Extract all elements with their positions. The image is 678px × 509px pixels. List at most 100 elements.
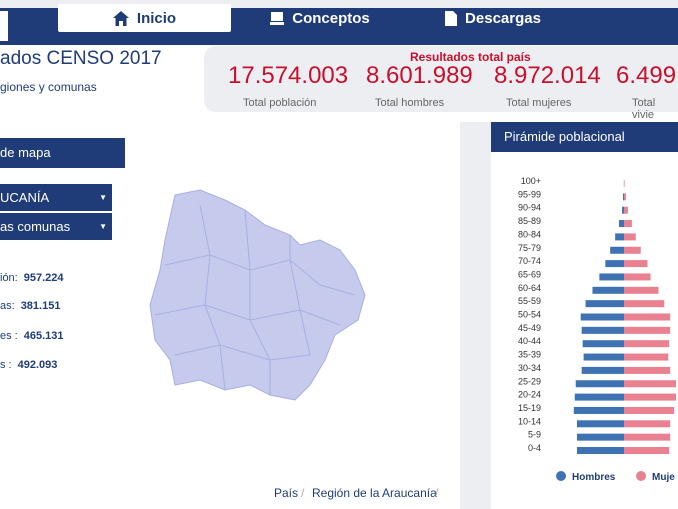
region-select[interactable]: UCANÍA ▼ xyxy=(0,184,112,211)
breadcrumb-separator: / xyxy=(301,486,305,500)
region-map xyxy=(149,189,366,401)
age-label: 15-19 xyxy=(518,403,541,413)
age-label: 85-89 xyxy=(518,216,541,226)
stat: s : 492.093 xyxy=(0,359,57,371)
nav-label: Descargas xyxy=(465,9,541,27)
nav-label: Conceptos xyxy=(292,9,370,27)
bar xyxy=(624,366,671,374)
home-icon xyxy=(112,10,129,26)
monitor-icon xyxy=(270,11,285,25)
bar xyxy=(576,420,624,428)
bar xyxy=(581,366,624,374)
age-label: 70-74 xyxy=(518,256,541,266)
age-label: 45-49 xyxy=(518,323,541,333)
total-label: Total población xyxy=(243,97,317,109)
nav-concepts[interactable]: Conceptos xyxy=(270,4,370,32)
stat-value: 465.131 xyxy=(23,330,64,342)
stat: as: 381.151 xyxy=(0,300,60,312)
total-value: 8.972.014 xyxy=(494,62,601,89)
legend-label: Hombres xyxy=(572,472,616,483)
age-label: 60-64 xyxy=(518,283,541,293)
bar xyxy=(624,353,669,361)
nav-label: Inicio xyxy=(136,9,177,27)
age-label: 75-79 xyxy=(518,243,541,253)
select-value: as comunas xyxy=(0,219,71,234)
bar xyxy=(622,206,624,214)
bar xyxy=(585,300,624,308)
page-title: ados CENSO 2017 xyxy=(0,48,162,69)
bar xyxy=(573,406,624,414)
commune-select[interactable]: as comunas ▼ xyxy=(0,213,112,240)
bar xyxy=(624,340,670,348)
file-icon xyxy=(445,10,458,26)
age-label: 80-84 xyxy=(518,229,541,239)
bar xyxy=(599,273,624,281)
bar xyxy=(624,260,648,268)
bar xyxy=(624,273,651,281)
age-label: 55-59 xyxy=(518,296,541,306)
breadcrumb-separator: / xyxy=(435,486,439,500)
select-value: UCANÍA xyxy=(0,190,50,205)
age-label: 35-39 xyxy=(518,350,541,360)
bar xyxy=(624,180,625,187)
nav-home[interactable]: Inicio xyxy=(58,4,231,32)
bar xyxy=(575,380,624,388)
age-label: 20-24 xyxy=(518,390,541,400)
bar xyxy=(624,220,632,228)
stat-label: ión: xyxy=(0,272,18,284)
bar xyxy=(624,420,671,428)
legend-marker xyxy=(556,471,566,481)
age-label: 65-69 xyxy=(518,269,541,279)
stat-value: 957.224 xyxy=(23,272,64,284)
nav-downloads[interactable]: Descargas xyxy=(443,4,543,32)
bar xyxy=(576,447,624,454)
bar xyxy=(624,447,670,454)
pyramid-chart: 100+ 95-99 90-94 85-89 80-84 75-79 70-74 65-69 6… xyxy=(518,176,676,483)
age-label: 10-14 xyxy=(518,416,541,426)
total-value: 6.499. xyxy=(616,62,678,89)
stat-label: as: xyxy=(0,300,15,312)
age-label: 30-34 xyxy=(518,363,541,373)
age-label: 50-54 xyxy=(518,310,541,320)
age-label: 95-99 xyxy=(518,189,541,199)
bar xyxy=(615,233,624,241)
total-label: Total mujeres xyxy=(506,97,572,109)
bar xyxy=(624,406,675,414)
bar xyxy=(583,353,624,361)
breadcrumb-item[interactable]: Región de la Araucanía xyxy=(312,486,437,500)
breadcrumb-item[interactable]: País xyxy=(274,486,299,500)
totals-box xyxy=(204,46,678,112)
bar xyxy=(624,326,671,334)
bar xyxy=(574,393,624,401)
bar xyxy=(581,326,624,334)
stat-label: es : xyxy=(0,330,18,342)
age-label: 90-94 xyxy=(518,203,541,213)
stat-value: 492.093 xyxy=(17,359,58,371)
logo xyxy=(0,11,8,41)
age-label: 5-9 xyxy=(528,430,541,440)
stat: ión: 957.224 xyxy=(0,272,64,284)
stat-value: 381.151 xyxy=(20,300,61,312)
bar xyxy=(624,313,671,321)
bar xyxy=(624,433,671,441)
bar xyxy=(623,193,624,201)
age-label: 40-44 xyxy=(518,336,541,346)
stat-label: s : xyxy=(0,359,12,371)
legend-marker xyxy=(636,471,646,481)
bar xyxy=(576,433,624,441)
page-subtitle: giones y comunas xyxy=(0,80,97,94)
bar xyxy=(582,340,624,348)
age-label: 0-4 xyxy=(528,443,541,453)
totals-title: Resultados total país xyxy=(410,50,531,64)
bar xyxy=(580,313,624,321)
total-label: Total vivie xyxy=(632,97,656,121)
bar xyxy=(592,286,624,294)
bar xyxy=(624,380,676,388)
total-value: 8.601.989 xyxy=(366,62,473,89)
chart-title: Pirámide poblacional xyxy=(491,122,678,152)
bar xyxy=(610,246,624,254)
age-label: 25-29 xyxy=(518,376,541,386)
total-value: 17.574.003 xyxy=(228,62,349,89)
bar xyxy=(624,300,665,308)
